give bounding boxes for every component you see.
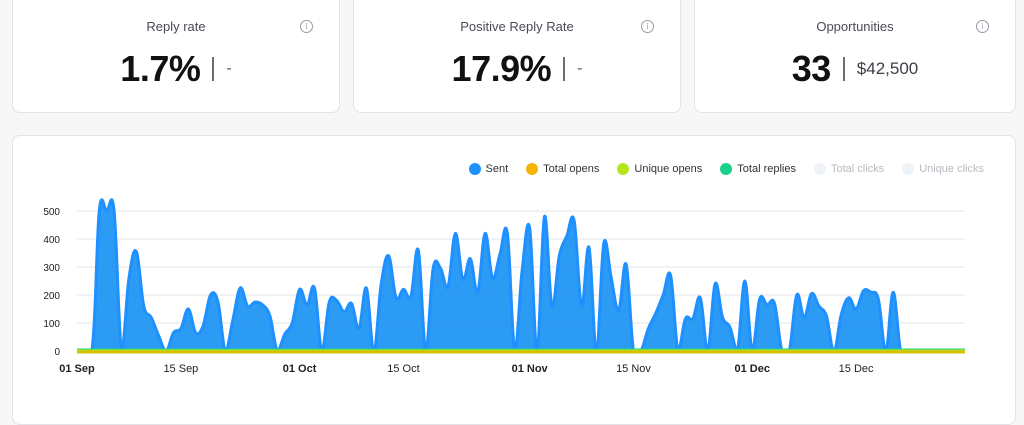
divider <box>212 57 215 81</box>
y-tick-label: 300 <box>43 263 60 274</box>
x-tick-label: 15 Dec <box>839 363 874 375</box>
stat-card-opportunities: Opportunities i 33 $42,500 <box>694 0 1016 113</box>
info-icon[interactable]: i <box>300 20 313 33</box>
x-tick-label: 15 Nov <box>616 363 651 375</box>
divider <box>842 57 845 81</box>
legend-label: Total opens <box>543 163 600 175</box>
y-tick-label: 0 <box>54 347 60 358</box>
divider <box>563 57 566 81</box>
x-tick-label: 15 Sep <box>163 363 198 375</box>
legend-dot <box>468 163 481 175</box>
activity-area-chart: 0 100 200 300 400 500 01 Sep 15 Sep 01 Oct 15 Oct… <box>43 198 965 375</box>
stat-sub-value: $42,500 <box>856 59 919 78</box>
legend-dot <box>902 163 915 175</box>
legend-item-total-opens[interactable]: Total opens <box>526 163 599 175</box>
stat-sub-value: - <box>577 60 583 77</box>
legend-item-unique-clicks[interactable]: Unique clicks <box>902 163 984 175</box>
chart-card <box>12 135 1016 425</box>
legend-label: Total clicks <box>831 163 885 175</box>
stat-card-reply-rate: Reply rate i 1.7% - <box>12 0 340 113</box>
legend-dot <box>526 163 539 175</box>
legend-label: Unique opens <box>634 163 703 175</box>
sent-line <box>76 198 909 353</box>
y-tick-label: 400 <box>43 235 60 246</box>
stat-title: Opportunities <box>816 19 894 34</box>
x-tick-label: 15 Oct <box>387 363 419 375</box>
legend-label: Total replies <box>737 163 796 175</box>
info-icon[interactable]: i <box>976 20 989 33</box>
x-tick-label: 01 Oct <box>283 363 317 375</box>
legend-item-unique-opens[interactable]: Unique opens <box>617 163 702 175</box>
legend-label: Sent <box>485 163 509 175</box>
y-tick-label: 200 <box>43 291 60 302</box>
legend-label: Unique clicks <box>919 163 984 175</box>
info-icon[interactable]: i <box>641 20 654 33</box>
stat-sub-value: - <box>226 60 232 77</box>
stat-value: 33 <box>791 48 832 89</box>
legend-item-total-clicks[interactable]: Total clicks <box>814 163 884 175</box>
legend-dot <box>617 163 630 175</box>
y-tick-label: 100 <box>43 319 60 330</box>
legend-item-total-replies[interactable]: Total replies <box>720 163 796 175</box>
legend-item-sent[interactable]: Sent <box>468 163 509 175</box>
sent-area <box>77 199 909 351</box>
legend-dot <box>720 163 733 175</box>
x-tick-label: 01 Nov <box>512 363 549 375</box>
stat-title: Reply rate <box>146 19 206 34</box>
y-tick-label: 500 <box>43 207 60 218</box>
x-tick-label: 01 Dec <box>734 363 769 375</box>
x-tick-label: 01 Sep <box>59 363 95 375</box>
stat-card-positive-reply-rate: Positive Reply Rate i 17.9% - <box>353 0 681 113</box>
legend-dot <box>814 163 826 175</box>
stat-value: 1.7% <box>120 48 201 89</box>
chart-legend: Sent Total opens Unique opens Total repl… <box>468 163 984 175</box>
stat-title: Positive Reply Rate <box>460 19 574 34</box>
stat-value: 17.9% <box>451 48 552 89</box>
